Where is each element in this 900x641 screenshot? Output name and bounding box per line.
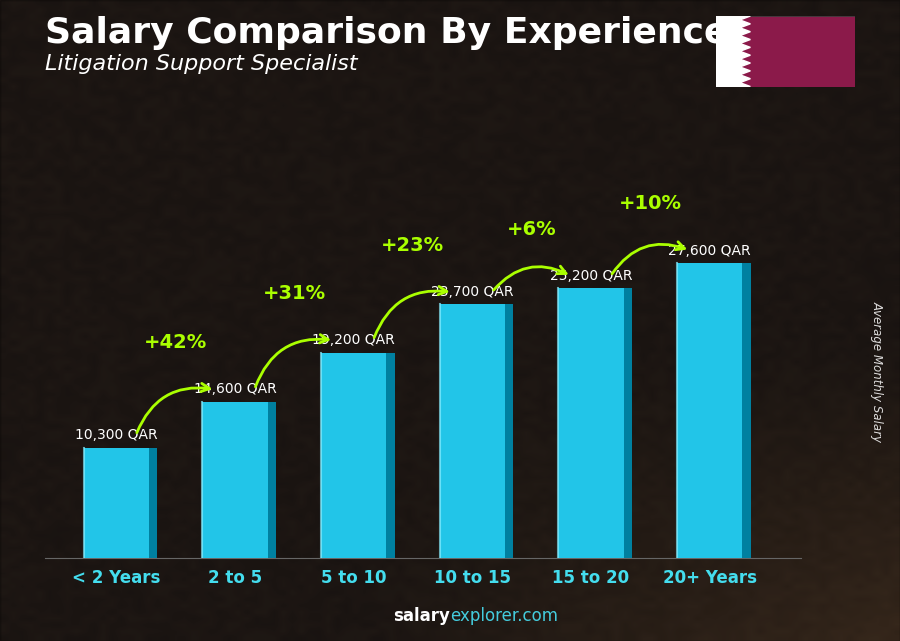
Text: Average Monthly Salary: Average Monthly Salary bbox=[871, 301, 884, 442]
Text: 14,600 QAR: 14,600 QAR bbox=[194, 383, 276, 396]
Text: +31%: +31% bbox=[263, 284, 326, 303]
Text: explorer.com: explorer.com bbox=[450, 607, 558, 625]
Polygon shape bbox=[742, 263, 751, 558]
Bar bbox=[439, 304, 505, 558]
Text: salary: salary bbox=[393, 607, 450, 625]
Text: 25,200 QAR: 25,200 QAR bbox=[550, 269, 632, 283]
Text: 27,600 QAR: 27,600 QAR bbox=[669, 244, 751, 258]
Polygon shape bbox=[505, 304, 513, 558]
Polygon shape bbox=[624, 288, 632, 558]
Text: 10,300 QAR: 10,300 QAR bbox=[75, 428, 158, 442]
Text: 23,700 QAR: 23,700 QAR bbox=[431, 285, 514, 299]
Polygon shape bbox=[148, 447, 157, 558]
Bar bbox=[558, 288, 624, 558]
Bar bbox=[202, 402, 267, 558]
Text: +42%: +42% bbox=[144, 333, 207, 353]
Bar bbox=[84, 447, 148, 558]
Polygon shape bbox=[267, 402, 275, 558]
Polygon shape bbox=[386, 353, 394, 558]
Bar bbox=[677, 263, 742, 558]
Bar bbox=[321, 353, 386, 558]
Text: +23%: +23% bbox=[382, 236, 445, 255]
Text: +10%: +10% bbox=[619, 194, 682, 213]
Text: Salary Comparison By Experience: Salary Comparison By Experience bbox=[45, 16, 728, 50]
Text: 19,200 QAR: 19,200 QAR bbox=[312, 333, 395, 347]
Text: Litigation Support Specialist: Litigation Support Specialist bbox=[45, 54, 357, 74]
Polygon shape bbox=[716, 16, 751, 87]
Text: +6%: +6% bbox=[507, 220, 556, 239]
